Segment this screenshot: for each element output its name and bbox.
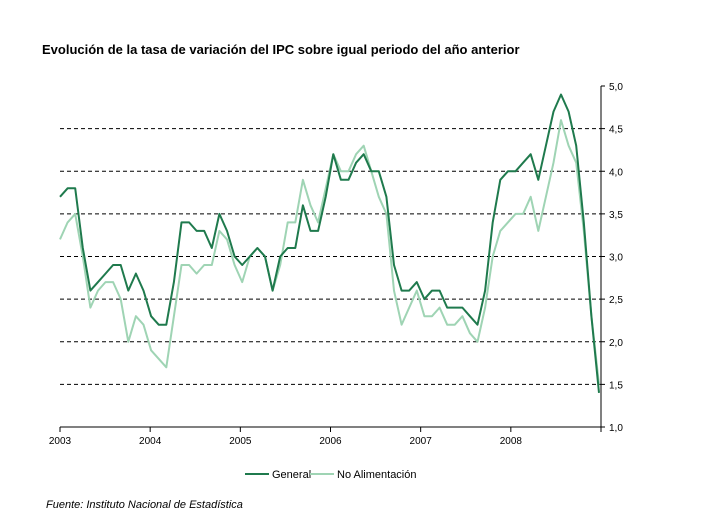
x-tick-label: 2007 [410, 436, 433, 447]
y-tick-label: 2,5 [609, 295, 623, 306]
x-ticks: 2003 2004 2005 2006 2007 2008 [49, 427, 602, 447]
x-tick-label: 2006 [319, 436, 342, 447]
series-line-general [59, 93, 600, 393]
x-tick-label: 2008 [500, 436, 523, 447]
x-tick-label: 2003 [49, 436, 72, 447]
chart-title: Evolución de la tasa de variación del IP… [42, 42, 520, 57]
y-ticks: 5,0 4,5 4,0 3,5 3,0 2,5 2,0 1,5 1,0 [601, 82, 623, 434]
y-tick-label: 4,0 [609, 167, 623, 178]
y-tick-label: 3,0 [609, 253, 623, 264]
y-tick-label: 1,0 [609, 423, 623, 434]
y-tick-label: 5,0 [609, 82, 623, 93]
series-line-no-alimentación [59, 119, 600, 385]
y-tick-label: 2,0 [609, 338, 623, 349]
legend: General No Alimentación [245, 469, 417, 481]
legend-label: General [272, 469, 311, 481]
series-lines [59, 93, 600, 393]
y-tick-label: 1,5 [609, 380, 623, 391]
x-tick-label: 2005 [229, 436, 252, 447]
legend-label: No Alimentación [337, 469, 417, 481]
x-tick-label: 2004 [139, 436, 162, 447]
y-tick-label: 3,5 [609, 210, 623, 221]
y-tick-label: 4,5 [609, 125, 623, 136]
source-note: Fuente: Instituto Nacional de Estadístic… [46, 499, 243, 511]
